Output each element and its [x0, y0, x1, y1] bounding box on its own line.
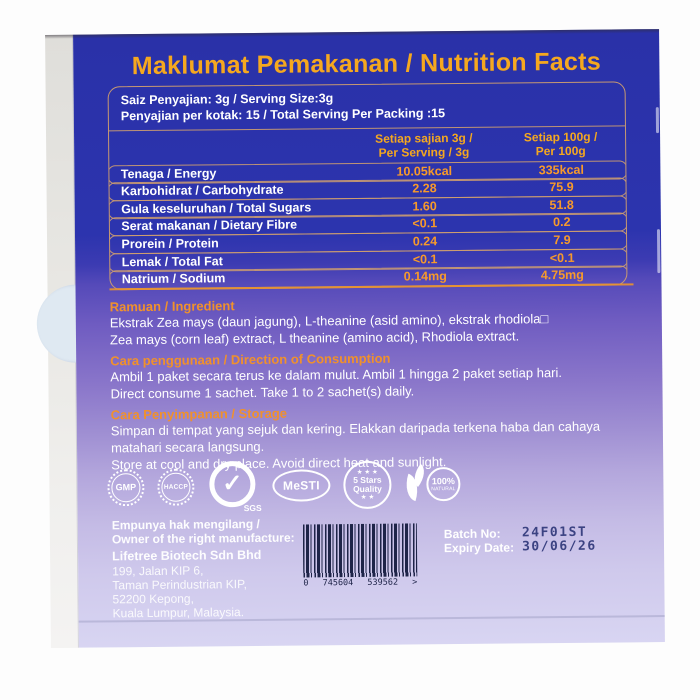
barcode-bars-icon	[302, 523, 418, 578]
batch-no-label: Batch No:	[443, 526, 501, 542]
gmp-badge-icon: GMP	[107, 468, 145, 506]
packaging-box-back: Maklumat Pemakanan / Nutrition Facts Sai…	[36, 29, 665, 648]
info-sections: Ramuan / Ingredient Ekstrak Zea mays (da…	[109, 283, 636, 473]
batch-expiry-block: Batch No: Expiry Date: 24F01ST 30/06/26	[443, 525, 597, 556]
header-per-100g: Setiap 100g / Per 100g	[523, 129, 598, 159]
barcode: 0 745604 539562 >	[302, 523, 418, 589]
glare-highlight	[655, 107, 660, 134]
header-empty-cell	[109, 132, 352, 162]
address-line: Kuala Lumpur, Malaysia.	[112, 605, 245, 621]
stars-icon: ★ ★	[360, 493, 375, 501]
serving-info: Saiz Penyajian: 3g / Serving Size:3g Pen…	[109, 82, 625, 130]
storage-text-my: Simpan di tempat yang sejuk dan kering. …	[110, 418, 601, 456]
certification-badges: GMP HACCP ✓ SGS MeSTI ★ ★ ★ 5 Stars Qual…	[107, 459, 461, 513]
panel-title: Maklumat Pemakanan / Nutrition Facts	[131, 47, 602, 81]
consumption-text-en: Direct consume 1 sachet. Take 1 to 2 sac…	[110, 383, 415, 402]
mesti-badge-icon: MeSTI	[272, 469, 331, 502]
header-per-serving: Setiap sajian 3g / Per Serving / 3g	[375, 130, 473, 160]
glare-highlight	[656, 229, 661, 274]
haccp-badge-icon: HACCP	[157, 468, 195, 506]
checkmark-icon: ✓	[222, 470, 243, 498]
owner-heading-en: Owner of the right manufacture:	[111, 530, 295, 547]
natural-badge-icon: 100% NATURAL	[401, 461, 461, 508]
barcode-digits: 0 745604 539562 >	[303, 577, 418, 589]
expiry-date-value: 30/06/26	[521, 538, 597, 555]
five-stars-quality-badge-icon: ★ ★ ★ 5 Stars Quality ★ ★	[343, 460, 392, 510]
nutrition-panel: Maklumat Pemakanan / Nutrition Facts Sai…	[73, 29, 665, 648]
ingredient-text-en: Zea mays (corn leaf) extract, L theanine…	[109, 328, 520, 348]
nutrition-table-frame: Saiz Penyajian: 3g / Serving Size:3g Pen…	[107, 81, 628, 291]
company-name: Lifetree Biotech Sdn Bhd	[112, 547, 262, 564]
sgs-badge-icon: ✓ SGS	[207, 460, 262, 513]
manufacturer-info: Empunya hak mengilang / Owner of the rig…	[111, 517, 296, 621]
servings-per-pack-line: Penyajian per kotak: 15 / Total Serving …	[120, 106, 446, 124]
expiry-date-label: Expiry Date:	[443, 540, 515, 556]
